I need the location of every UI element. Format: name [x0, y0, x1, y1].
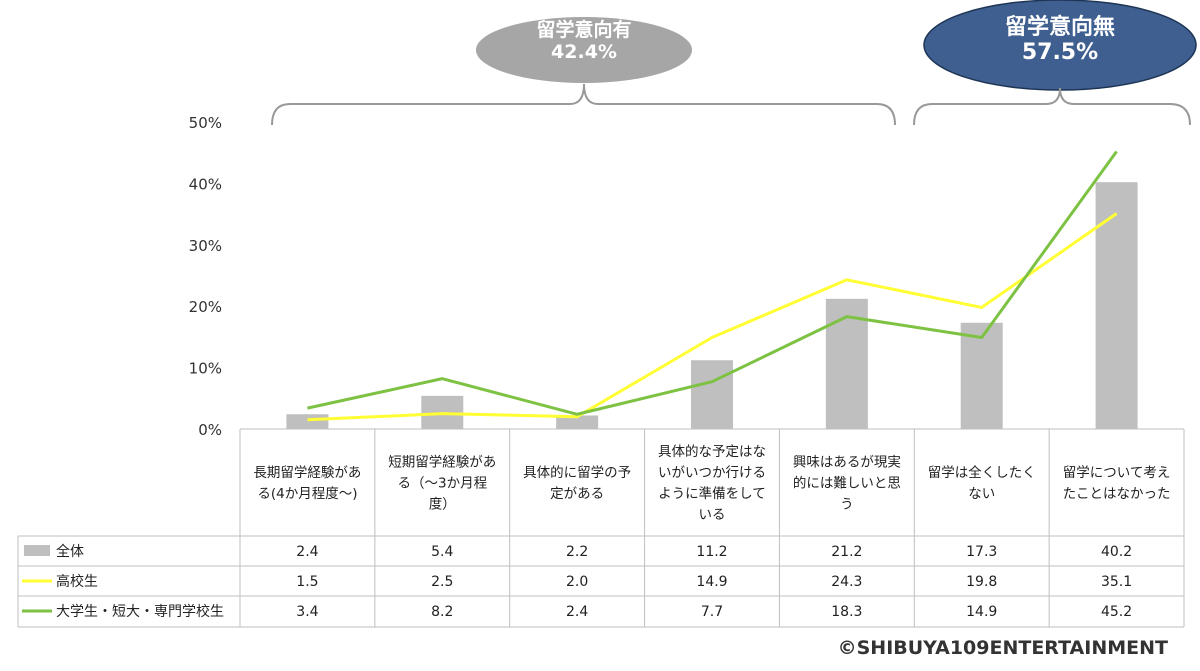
category-label: 留学について考え — [1063, 465, 1171, 481]
legend-swatch — [24, 545, 50, 556]
category-label: う — [840, 497, 854, 513]
category-label: ない — [968, 486, 995, 502]
data-label: 2.5 — [431, 574, 453, 590]
category-label: いる — [699, 507, 726, 523]
bar-全体 — [960, 322, 1003, 429]
callout-yes-value: 42.4% — [551, 40, 617, 63]
legend-label: 全体 — [56, 543, 84, 560]
data-label: 18.3 — [831, 604, 862, 620]
data-label: 14.9 — [696, 574, 727, 590]
category-label: 短期留学経験があ — [388, 455, 496, 471]
series-line-高校生 — [307, 212, 1118, 422]
data-label: 3.4 — [296, 604, 318, 620]
data-label: 2.4 — [566, 604, 588, 620]
bar-全体 — [286, 414, 329, 429]
brace-yes — [271, 83, 896, 126]
y-tick-label: 0% — [198, 421, 222, 439]
data-label: 7.7 — [701, 604, 723, 620]
category-label: 留学は全くしたく — [928, 464, 1036, 481]
y-tick-label: 10% — [189, 360, 222, 378]
category-label: 具体的に留学の予 — [523, 465, 631, 481]
data-label: 45.2 — [1101, 604, 1132, 620]
bar-全体 — [1095, 182, 1138, 429]
callout-yes-label: 留学意向有 — [536, 19, 632, 41]
legend-label: 高校生 — [56, 573, 98, 590]
data-label: 35.1 — [1101, 574, 1132, 590]
y-tick-label: 40% — [189, 175, 222, 193]
data-label: 2.4 — [296, 544, 318, 560]
series-line-大学生・短大・専門学校生 — [307, 150, 1118, 416]
data-label: 40.2 — [1101, 544, 1132, 560]
y-tick-label: 30% — [189, 237, 222, 255]
category-label: 定がある — [550, 486, 604, 502]
bar-全体 — [691, 360, 733, 429]
y-tick-label: 20% — [189, 298, 222, 316]
legend-label: 大学生・短大・専門学校生 — [56, 603, 224, 620]
category-label: 長期留学経験があ — [253, 465, 361, 481]
data-label: 11.2 — [696, 544, 727, 560]
y-tick-label: 50% — [189, 114, 222, 132]
data-label: 24.3 — [831, 574, 862, 590]
brace-no — [913, 87, 1191, 126]
category-label: いがいつか行ける — [658, 465, 766, 481]
category-label: る(4か月程度～) — [257, 486, 357, 502]
category-label: る（～3か月程 — [397, 476, 487, 492]
bar-全体 — [825, 298, 868, 429]
callout-yes: 留学意向有 42.4% — [477, 19, 691, 64]
callout-no-label: 留学意向無 — [1004, 15, 1115, 40]
category-label: 的には難しいと思 — [793, 476, 901, 492]
data-label: 5.4 — [431, 544, 453, 560]
data-label: 1.5 — [296, 574, 318, 590]
data-label: 2.0 — [566, 574, 588, 590]
data-label: 14.9 — [966, 604, 997, 620]
copyright-credit: ©SHIBUYA109ENTERTAINMENT — [837, 637, 1168, 659]
data-label: 19.8 — [966, 574, 997, 590]
callout-no-value: 57.5% — [1021, 40, 1099, 66]
data-label: 2.2 — [566, 544, 588, 560]
category-label: 度） — [429, 497, 456, 513]
category-label: たことはなかった — [1063, 486, 1171, 502]
data-label: 8.2 — [431, 604, 453, 620]
callout-no: 留学意向無 57.5% — [925, 15, 1195, 66]
data-label: 21.2 — [831, 544, 862, 560]
bar-全体 — [556, 415, 599, 429]
category-label: 具体的な予定はな — [658, 444, 766, 460]
callout-yes-oval — [476, 17, 692, 83]
category-label: 興味はあるが現実 — [793, 455, 901, 471]
category-label: ように準備をして — [658, 486, 766, 502]
data-label: 17.3 — [966, 544, 997, 560]
